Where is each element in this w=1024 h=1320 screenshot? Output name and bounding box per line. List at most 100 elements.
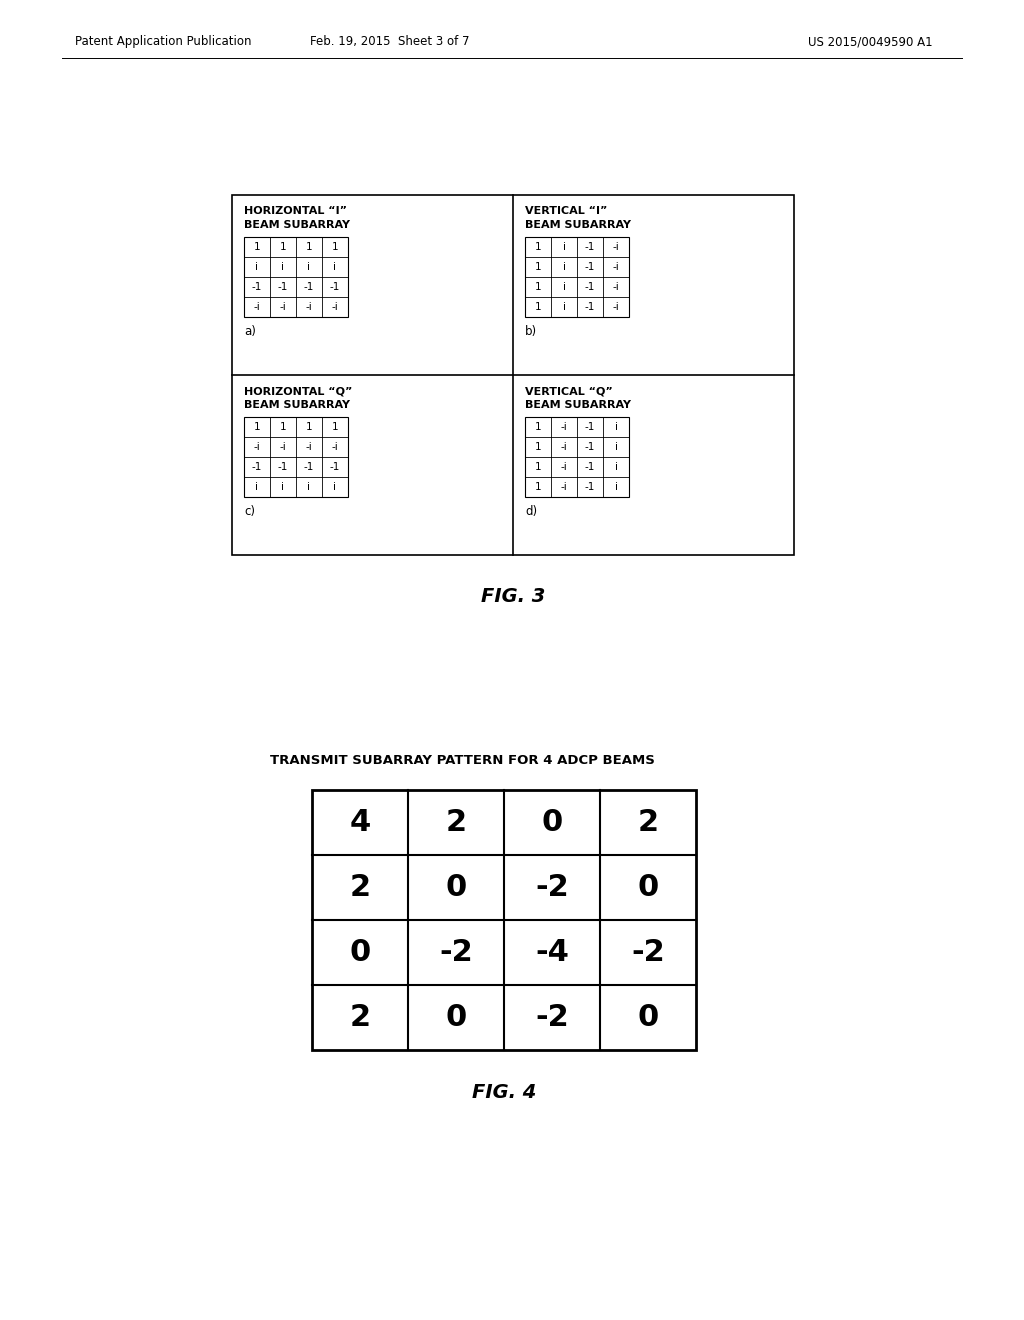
Text: -2: -2 bbox=[439, 939, 473, 968]
Text: 1: 1 bbox=[332, 242, 338, 252]
Bar bbox=[525, 417, 629, 498]
Text: 1: 1 bbox=[254, 422, 260, 432]
Text: 2: 2 bbox=[637, 808, 658, 837]
Text: -i: -i bbox=[560, 442, 567, 451]
Bar bbox=[525, 238, 629, 317]
Text: i: i bbox=[614, 482, 617, 492]
Text: -i: -i bbox=[280, 302, 287, 312]
Text: i: i bbox=[562, 242, 565, 252]
Text: 1: 1 bbox=[535, 482, 542, 492]
Text: -1: -1 bbox=[278, 462, 288, 473]
Text: -2: -2 bbox=[536, 873, 569, 902]
Text: i: i bbox=[334, 261, 337, 272]
Text: 1: 1 bbox=[535, 282, 542, 292]
Text: 0: 0 bbox=[637, 1003, 658, 1032]
Text: -i: -i bbox=[280, 442, 287, 451]
Text: i: i bbox=[282, 261, 285, 272]
Text: 1: 1 bbox=[332, 422, 338, 432]
Bar bbox=[312, 789, 696, 1049]
Bar bbox=[232, 195, 794, 554]
Text: 1: 1 bbox=[535, 462, 542, 473]
Text: i: i bbox=[614, 442, 617, 451]
Text: 2: 2 bbox=[349, 1003, 371, 1032]
Text: -1: -1 bbox=[585, 282, 595, 292]
Bar bbox=[244, 238, 348, 317]
Text: -i: -i bbox=[332, 302, 338, 312]
Text: -1: -1 bbox=[585, 462, 595, 473]
Bar bbox=[244, 417, 348, 498]
Text: -2: -2 bbox=[536, 1003, 569, 1032]
Text: -1: -1 bbox=[330, 282, 340, 292]
Text: BEAM SUBARRAY: BEAM SUBARRAY bbox=[525, 220, 631, 230]
Text: -2: -2 bbox=[631, 939, 665, 968]
Text: Feb. 19, 2015  Sheet 3 of 7: Feb. 19, 2015 Sheet 3 of 7 bbox=[310, 36, 470, 49]
Text: -4: -4 bbox=[536, 939, 569, 968]
Text: -1: -1 bbox=[252, 282, 262, 292]
Text: 1: 1 bbox=[280, 422, 287, 432]
Text: 1: 1 bbox=[535, 442, 542, 451]
Text: i: i bbox=[256, 482, 258, 492]
Text: BEAM SUBARRAY: BEAM SUBARRAY bbox=[525, 400, 631, 411]
Text: 1: 1 bbox=[535, 422, 542, 432]
Text: i: i bbox=[562, 261, 565, 272]
Text: -i: -i bbox=[332, 442, 338, 451]
Text: 0: 0 bbox=[445, 873, 467, 902]
Text: -i: -i bbox=[305, 302, 312, 312]
Text: -i: -i bbox=[612, 282, 620, 292]
Text: -1: -1 bbox=[278, 282, 288, 292]
Text: FIG. 3: FIG. 3 bbox=[481, 587, 545, 606]
Text: -1: -1 bbox=[304, 462, 314, 473]
Text: -i: -i bbox=[560, 462, 567, 473]
Text: 2: 2 bbox=[349, 873, 371, 902]
Text: 4: 4 bbox=[349, 808, 371, 837]
Text: i: i bbox=[256, 261, 258, 272]
Text: 1: 1 bbox=[280, 242, 287, 252]
Text: 1: 1 bbox=[254, 242, 260, 252]
Text: -i: -i bbox=[254, 442, 260, 451]
Text: HORIZONTAL “Q”: HORIZONTAL “Q” bbox=[244, 385, 352, 396]
Text: HORIZONTAL “I”: HORIZONTAL “I” bbox=[244, 206, 347, 216]
Text: i: i bbox=[562, 302, 565, 312]
Text: -1: -1 bbox=[252, 462, 262, 473]
Text: -i: -i bbox=[612, 242, 620, 252]
Text: -1: -1 bbox=[585, 422, 595, 432]
Text: TRANSMIT SUBARRAY PATTERN FOR 4 ADCP BEAMS: TRANSMIT SUBARRAY PATTERN FOR 4 ADCP BEA… bbox=[270, 754, 655, 767]
Text: i: i bbox=[282, 482, 285, 492]
Text: b): b) bbox=[525, 325, 538, 338]
Text: i: i bbox=[334, 482, 337, 492]
Text: -i: -i bbox=[612, 302, 620, 312]
Text: 1: 1 bbox=[535, 302, 542, 312]
Text: -1: -1 bbox=[304, 282, 314, 292]
Text: BEAM SUBARRAY: BEAM SUBARRAY bbox=[244, 400, 350, 411]
Text: FIG. 4: FIG. 4 bbox=[472, 1082, 537, 1101]
Text: 2: 2 bbox=[445, 808, 467, 837]
Text: d): d) bbox=[525, 504, 538, 517]
Text: 0: 0 bbox=[349, 939, 371, 968]
Text: i: i bbox=[614, 422, 617, 432]
Text: c): c) bbox=[244, 504, 255, 517]
Text: i: i bbox=[307, 482, 310, 492]
Text: 1: 1 bbox=[535, 242, 542, 252]
Text: i: i bbox=[307, 261, 310, 272]
Text: -1: -1 bbox=[585, 242, 595, 252]
Text: -1: -1 bbox=[330, 462, 340, 473]
Text: 0: 0 bbox=[637, 873, 658, 902]
Text: 0: 0 bbox=[445, 1003, 467, 1032]
Text: a): a) bbox=[244, 325, 256, 338]
Text: 0: 0 bbox=[542, 808, 562, 837]
Text: 1: 1 bbox=[535, 261, 542, 272]
Text: -i: -i bbox=[560, 482, 567, 492]
Text: BEAM SUBARRAY: BEAM SUBARRAY bbox=[244, 220, 350, 230]
Text: -1: -1 bbox=[585, 442, 595, 451]
Text: US 2015/0049590 A1: US 2015/0049590 A1 bbox=[808, 36, 932, 49]
Text: -i: -i bbox=[305, 442, 312, 451]
Text: VERTICAL “Q”: VERTICAL “Q” bbox=[525, 385, 612, 396]
Text: -1: -1 bbox=[585, 482, 595, 492]
Text: 1: 1 bbox=[306, 422, 312, 432]
Text: i: i bbox=[562, 282, 565, 292]
Text: -i: -i bbox=[254, 302, 260, 312]
Text: -i: -i bbox=[560, 422, 567, 432]
Text: -1: -1 bbox=[585, 261, 595, 272]
Text: 1: 1 bbox=[306, 242, 312, 252]
Text: -1: -1 bbox=[585, 302, 595, 312]
